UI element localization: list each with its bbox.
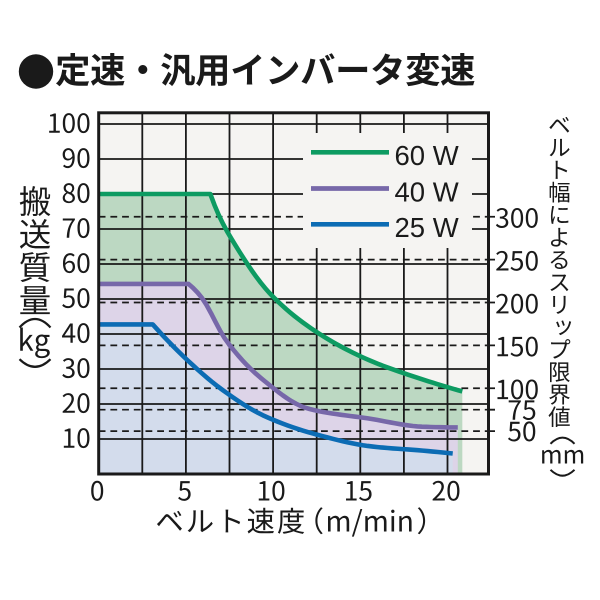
svg-text:40 W: 40 W [395,176,459,207]
svg-text:25 W: 25 W [395,212,459,243]
svg-text:60 W: 60 W [395,140,459,171]
